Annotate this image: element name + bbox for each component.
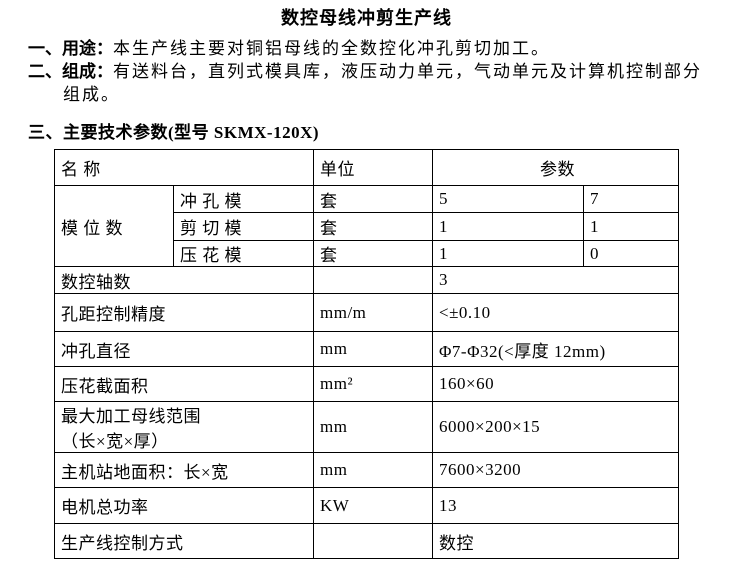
section-composition-text: 有送料台，直列式模具库，液压动力单元，气动单元及计算机控制部分 组成。 [63, 62, 702, 104]
table-row: 孔距控制精度 mm/m <±0.10 [54, 293, 679, 332]
unit-cell [313, 266, 433, 294]
section-composition: 二、组成：有送料台，直列式模具库，液压动力单元，气动单元及计算机控制部分 组成。 [28, 60, 715, 106]
name-cell: 压 花 模 [173, 240, 314, 267]
unit-cell: 套 [313, 185, 433, 213]
table-row: 生产线控制方式 数控 [54, 523, 679, 559]
name-cell: 生产线控制方式 [54, 523, 314, 559]
section-composition-label: 二、组成： [28, 62, 113, 81]
param-cell-a: 5 [432, 185, 584, 213]
name-cell: 剪 切 模 [173, 212, 314, 241]
page-title: 数控母线冲剪生产线 [281, 8, 452, 28]
param-cell: 7600×3200 [432, 452, 679, 488]
param-cell: Φ7-Φ32(<厚度 12mm) [432, 331, 679, 367]
name-cell: 电机总功率 [54, 487, 314, 524]
section-usage-text: 本生产线主要对铜铝母线的全数控化冲孔剪切加工。 [113, 39, 550, 58]
header-name: 名 称 [54, 149, 314, 186]
section-usage-label: 一、用途： [28, 39, 113, 58]
unit-cell: mm [313, 452, 433, 488]
table-row: 电机总功率 KW 13 [54, 487, 679, 524]
document-body: 一、用途：本生产线主要对铜铝母线的全数控化冲孔剪切加工。 二、组成：有送料台，直… [28, 37, 715, 144]
group-label-cell: 模 位 数 [54, 185, 174, 267]
unit-cell [313, 523, 433, 559]
param-cell-a: 1 [432, 212, 584, 241]
table-row: 剪 切 模 套 1 1 [55, 212, 679, 241]
param-cell: 13 [432, 487, 679, 524]
name-cell: 主机站地面积：长×宽 [54, 452, 314, 488]
name-cell: 冲 孔 模 [173, 185, 314, 213]
unit-cell: mm [313, 331, 433, 367]
param-cell: <±0.10 [432, 293, 679, 332]
section-parameters-heading: 三、主要技术参数(型号 SKMX-120X) [28, 121, 715, 144]
unit-cell: mm [313, 401, 433, 453]
unit-cell: 套 [313, 212, 433, 241]
param-cell: 6000×200×15 [432, 401, 679, 453]
section-parameters-label: 三、主要技术参数(型号 SKMX-120X) [28, 123, 320, 142]
table-row: 主机站地面积：长×宽 mm 7600×3200 [54, 452, 679, 488]
table-row: 最大加工母线范围 （长×宽×厚） mm 6000×200×15 [54, 401, 679, 453]
table-row: 模 位 数 冲 孔 模 套 5 7 [54, 185, 679, 267]
param-cell-a: 1 [432, 240, 584, 267]
table-row: 冲孔直径 mm Φ7-Φ32(<厚度 12mm) [54, 331, 679, 367]
param-cell-b: 1 [583, 212, 679, 241]
param-cell: 3 [432, 266, 679, 294]
table-row: 数控轴数 3 [54, 266, 679, 294]
unit-cell: KW [313, 487, 433, 524]
name-cell: 冲孔直径 [54, 331, 314, 367]
header-unit: 单位 [313, 149, 433, 186]
unit-cell: 套 [313, 240, 433, 267]
name-cell: 数控轴数 [54, 266, 314, 294]
param-cell: 160×60 [432, 366, 679, 402]
param-cell-b: 7 [583, 185, 679, 213]
unit-cell: mm/m [313, 293, 433, 332]
name-cell: 最大加工母线范围 （长×宽×厚） [54, 401, 314, 453]
table-row: 压花截面积 mm² 160×60 [54, 366, 679, 402]
param-cell: 数控 [432, 523, 679, 559]
section-usage: 一、用途：本生产线主要对铜铝母线的全数控化冲孔剪切加工。 [28, 37, 715, 60]
param-cell-b: 0 [583, 240, 679, 267]
name-cell: 孔距控制精度 [54, 293, 314, 332]
table-header-row: 名 称 单位 参数 [54, 149, 679, 186]
spec-table: 名 称 单位 参数 模 位 数 冲 孔 模 套 5 7 剪 切 模 套 1 1 … [54, 149, 679, 559]
header-param: 参数 [432, 149, 679, 186]
unit-cell: mm² [313, 366, 433, 402]
name-cell: 压花截面积 [54, 366, 314, 402]
